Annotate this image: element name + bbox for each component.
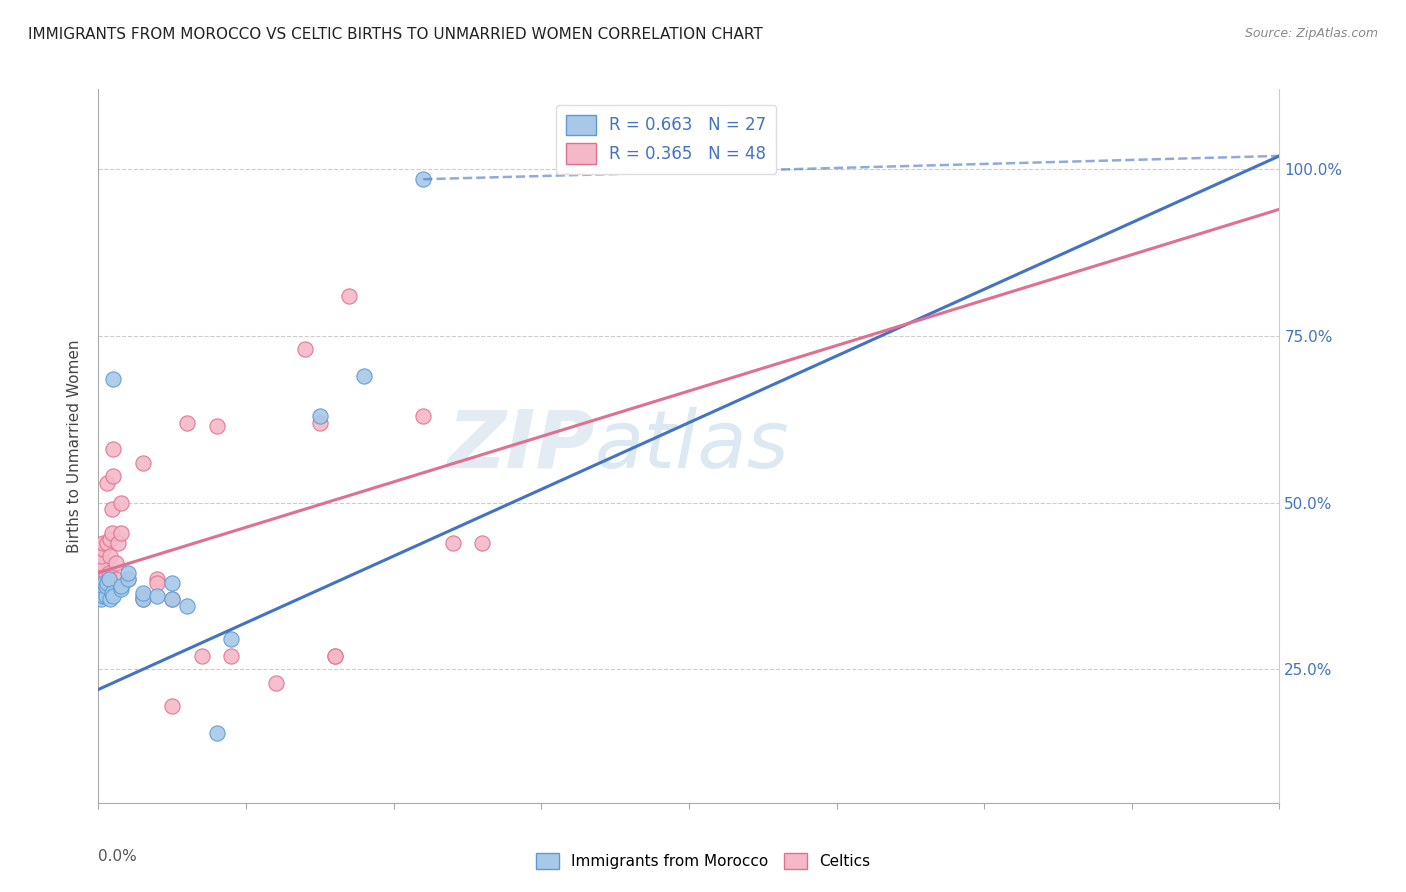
- Point: [105, 573, 128, 587]
- Point: [337, 289, 360, 303]
- Text: atlas: atlas: [595, 407, 789, 485]
- Point: [162, 592, 183, 607]
- Point: [117, 573, 139, 587]
- Point: [107, 535, 129, 549]
- Point: [110, 582, 132, 597]
- Point: [412, 172, 434, 186]
- Point: [96, 575, 118, 590]
- Text: 0.0%: 0.0%: [98, 849, 138, 864]
- Text: Source: ZipAtlas.com: Source: ZipAtlas.com: [1244, 27, 1378, 40]
- Point: [90, 566, 112, 580]
- Legend: R = 0.663   N = 27, R = 0.365   N = 48: R = 0.663 N = 27, R = 0.365 N = 48: [555, 104, 776, 174]
- Point: [103, 372, 125, 386]
- Point: [93, 575, 115, 590]
- Point: [110, 496, 132, 510]
- Point: [162, 592, 183, 607]
- Point: [162, 699, 183, 714]
- Point: [94, 589, 117, 603]
- Point: [98, 533, 121, 547]
- Legend: Immigrants from Morocco, Celtics: Immigrants from Morocco, Celtics: [530, 847, 876, 875]
- Point: [308, 416, 332, 430]
- Point: [98, 549, 121, 563]
- Point: [110, 525, 132, 540]
- Point: [441, 535, 464, 549]
- Point: [97, 573, 120, 587]
- Text: IMMIGRANTS FROM MOROCCO VS CELTIC BIRTHS TO UNMARRIED WOMEN CORRELATION CHART: IMMIGRANTS FROM MOROCCO VS CELTIC BIRTHS…: [28, 27, 763, 42]
- Point: [91, 535, 114, 549]
- Point: [132, 592, 155, 607]
- Point: [205, 725, 228, 739]
- Point: [98, 592, 121, 607]
- Point: [90, 562, 112, 576]
- Point: [162, 575, 183, 590]
- Point: [471, 535, 494, 549]
- Point: [97, 573, 120, 587]
- Point: [103, 589, 125, 603]
- Point: [176, 599, 198, 613]
- Point: [97, 566, 120, 580]
- Point: [308, 409, 332, 423]
- Point: [132, 456, 155, 470]
- Point: [146, 589, 169, 603]
- Point: [91, 589, 114, 603]
- Point: [146, 575, 169, 590]
- Point: [100, 585, 122, 599]
- Point: [89, 579, 111, 593]
- Point: [96, 475, 118, 490]
- Point: [146, 573, 169, 587]
- Point: [89, 573, 111, 587]
- Point: [91, 542, 114, 557]
- Point: [132, 592, 155, 607]
- Point: [94, 575, 117, 590]
- Point: [294, 343, 316, 357]
- Point: [90, 549, 112, 563]
- Point: [219, 632, 242, 647]
- Point: [132, 585, 155, 599]
- Point: [264, 675, 287, 690]
- Point: [94, 569, 117, 583]
- Point: [105, 556, 128, 570]
- Y-axis label: Births to Unmarried Women: Births to Unmarried Women: [67, 339, 83, 553]
- Point: [89, 575, 111, 590]
- Point: [219, 649, 242, 664]
- Point: [323, 649, 346, 664]
- Point: [103, 469, 125, 483]
- Point: [91, 579, 114, 593]
- Point: [90, 556, 112, 570]
- Point: [103, 442, 125, 457]
- Text: ZIP: ZIP: [447, 407, 595, 485]
- Point: [176, 416, 198, 430]
- Point: [205, 419, 228, 434]
- Point: [117, 566, 139, 580]
- Point: [132, 589, 155, 603]
- Point: [353, 368, 375, 383]
- Point: [90, 592, 112, 607]
- Point: [100, 525, 122, 540]
- Point: [412, 409, 434, 423]
- Point: [323, 649, 346, 664]
- Point: [191, 649, 214, 664]
- Point: [100, 502, 122, 516]
- Point: [94, 579, 117, 593]
- Point: [117, 573, 139, 587]
- Point: [96, 535, 118, 549]
- Point: [89, 569, 111, 583]
- Point: [110, 579, 132, 593]
